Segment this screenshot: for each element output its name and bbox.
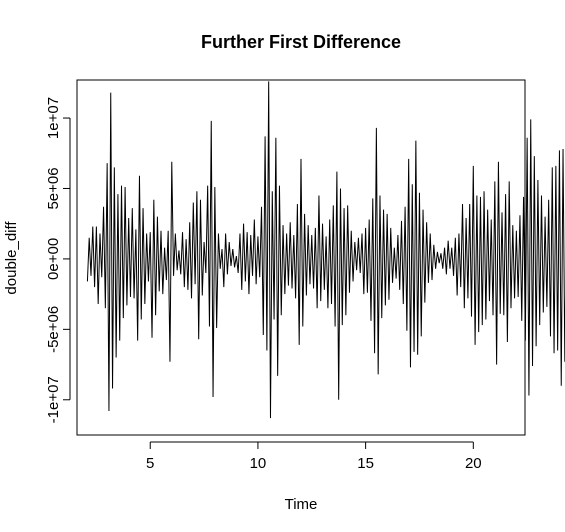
y-tick-label: 0e+00 [45,238,62,280]
y-tick-label: -5e+06 [45,306,62,353]
series-line-double-diff [86,81,565,419]
y-axis: -1e+07 -5e+06 0e+00 5e+06 1e+07 [45,97,71,423]
y-axis-label: double_diff [3,221,20,295]
chart-title: Further First Difference [201,32,401,52]
x-tick-label: 5 [146,455,154,472]
x-tick-label: 15 [357,455,374,472]
plot-frame [76,79,526,436]
y-tick-label: 5e+06 [45,167,62,209]
x-tick-label: 10 [250,455,267,472]
y-tick-label: 1e+07 [45,97,62,139]
x-axis: 5 10 15 20 [146,441,482,472]
y-tick-label: -1e+07 [45,376,62,423]
x-axis-label: Time [285,496,318,513]
x-tick-label: 20 [465,455,482,472]
